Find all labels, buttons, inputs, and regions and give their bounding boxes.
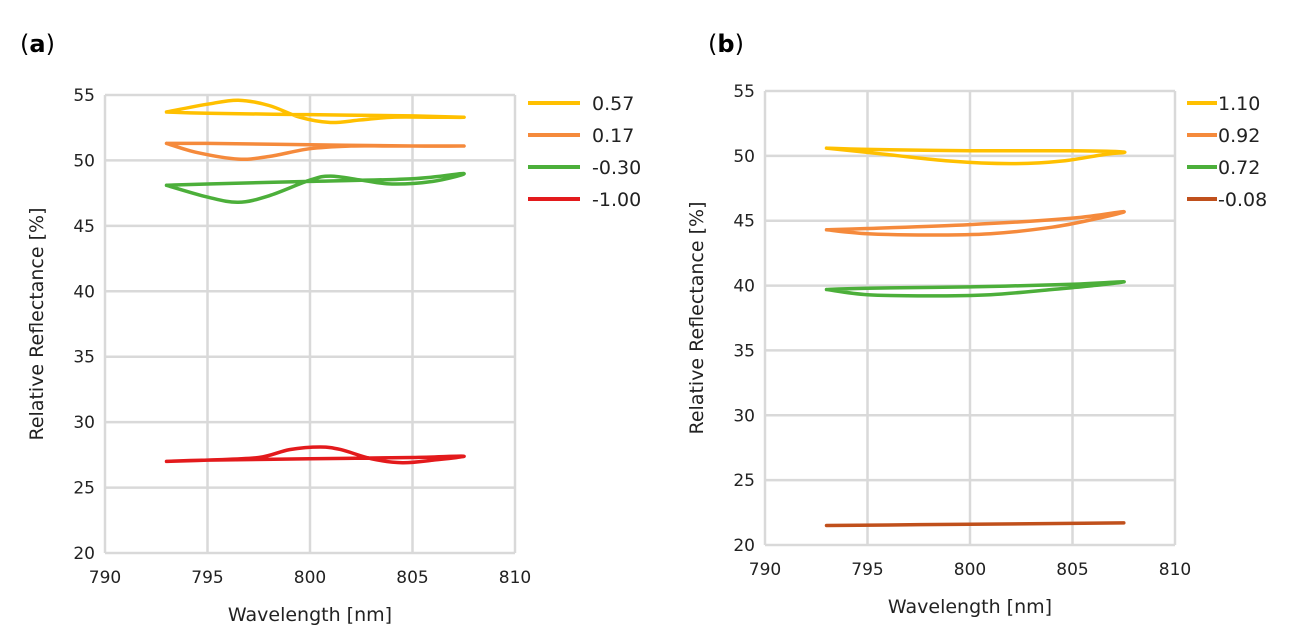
y-tick-label: 45	[733, 212, 755, 232]
series-line-1.10	[824, 146, 1127, 166]
series-line-0.92	[824, 209, 1126, 237]
x-tick-label: 805	[1056, 560, 1088, 580]
series-line-0.57	[164, 98, 466, 125]
chart-panel-a: 790 795 800 805 810 20 25 30 35 40 45 50 55 Wavelengt…	[26, 86, 641, 626]
y-tick-label: 30	[733, 406, 755, 426]
y-tick-label: 55	[733, 82, 755, 102]
chart-panel-b: 790 795 800 805 810 20 25 30 35 40 45 50 55 Wavelengt…	[686, 82, 1267, 618]
y-tick-label: 25	[733, 471, 755, 491]
x-tick-label: 790	[749, 560, 781, 580]
x-tick-label: 790	[89, 568, 121, 588]
y-tick-label: 20	[733, 536, 755, 556]
y-tick-label: 40	[73, 282, 95, 302]
series-line-0.72	[824, 279, 1126, 298]
panel-label-a: (a)	[20, 30, 55, 58]
y-tick-label: 40	[733, 277, 755, 297]
y-tick-label: 50	[73, 151, 95, 171]
series-line--1.00	[164, 445, 466, 465]
legend-label: -1.00	[592, 189, 641, 211]
legend-label: 0.17	[592, 125, 634, 147]
y-tick-label: 20	[73, 544, 95, 564]
x-axis-label: Wavelength [nm]	[888, 596, 1052, 618]
x-tick-label: 805	[396, 568, 428, 588]
legend-label: 0.57	[592, 93, 634, 115]
legend-label: 0.92	[1218, 125, 1260, 147]
panel-label-b: (b)	[708, 30, 744, 58]
y-tick-label: 50	[733, 147, 755, 167]
y-tick-label: 55	[73, 86, 95, 106]
y-tick-label: 30	[73, 413, 95, 433]
x-tick-label: 795	[191, 568, 223, 588]
legend-label: 0.72	[1218, 157, 1260, 179]
legend-label: -0.30	[592, 157, 641, 179]
y-tick-label: 25	[73, 479, 95, 499]
x-tick-label: 810	[1159, 560, 1191, 580]
x-tick-label: 800	[294, 568, 326, 588]
legend-label: -0.08	[1218, 189, 1267, 211]
legend-label: 1.10	[1218, 93, 1260, 115]
x-tick-label: 800	[954, 560, 986, 580]
y-axis-label: Relative Reflectance [%]	[686, 202, 708, 435]
y-tick-label: 45	[73, 217, 95, 237]
x-tick-label: 810	[499, 568, 531, 588]
series-line-0.17	[164, 141, 466, 162]
series-line--0.30	[164, 171, 466, 205]
y-axis-label: Relative Reflectance [%]	[26, 208, 48, 441]
x-axis-label: Wavelength [nm]	[228, 604, 392, 626]
y-tick-label: 35	[73, 348, 95, 368]
y-tick-label: 35	[733, 341, 755, 361]
x-tick-label: 795	[851, 560, 883, 580]
series-line--0.08	[824, 521, 1126, 528]
